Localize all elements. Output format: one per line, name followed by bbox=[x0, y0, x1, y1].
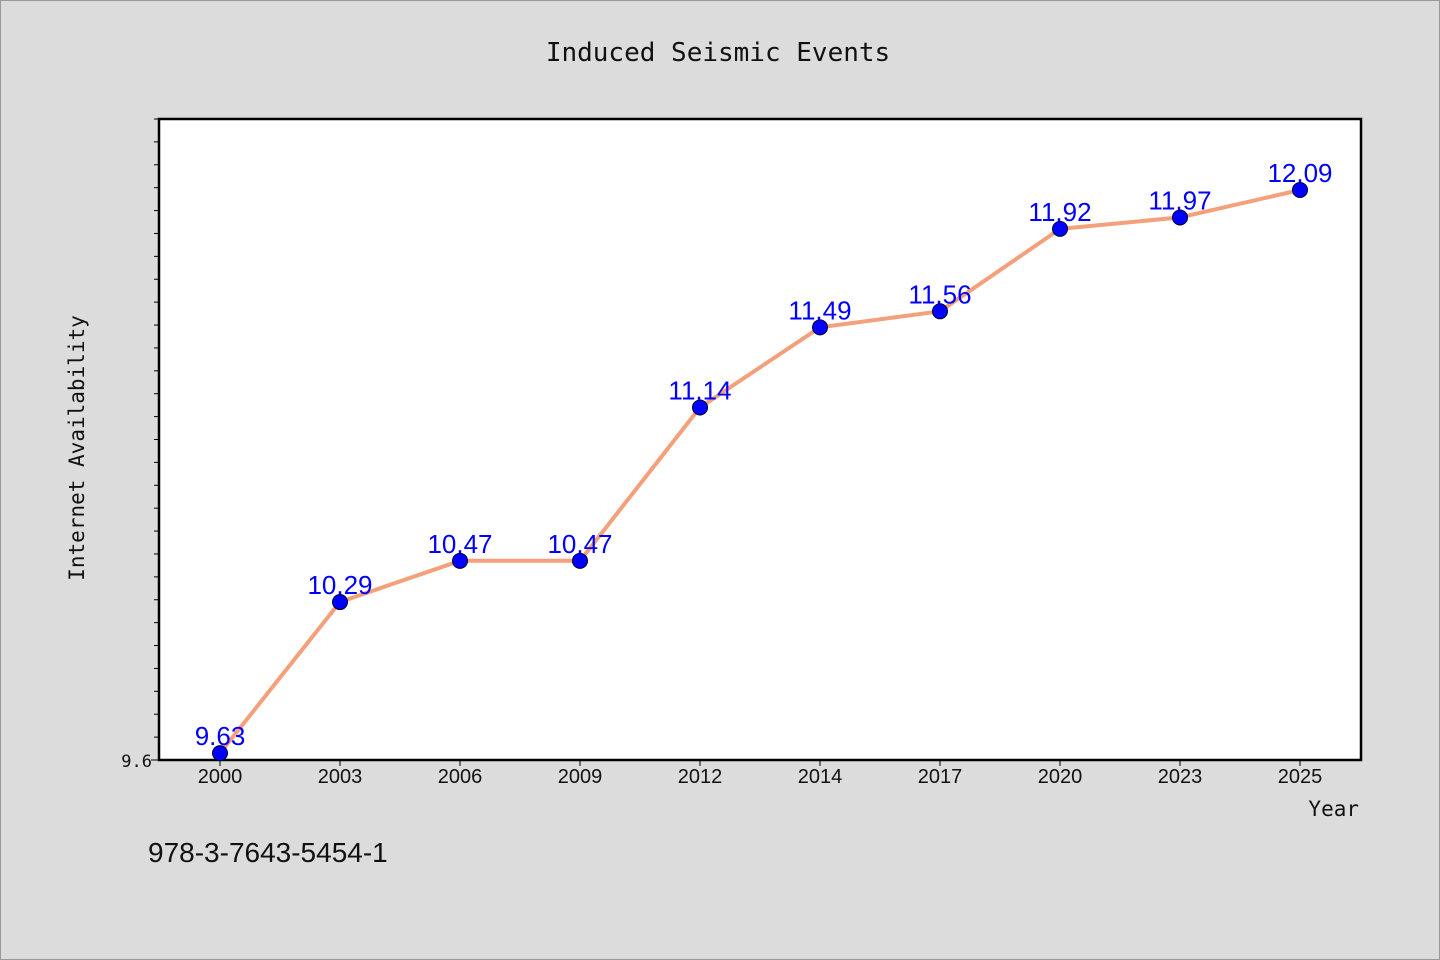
data-labels: 9.63 10.29 10.47 10.47 11.14 11.49 11.56 11.92 1… bbox=[195, 158, 1333, 751]
data-label: 12.09 bbox=[1267, 158, 1332, 188]
data-point bbox=[572, 552, 588, 569]
y-axis-label: Internet Availability bbox=[65, 315, 89, 581]
x-tick-label: 2009 bbox=[558, 766, 603, 788]
data-label: 11.92 bbox=[1028, 197, 1091, 227]
x-tick-label: 2003 bbox=[318, 766, 363, 788]
data-label: 9.63 bbox=[195, 721, 246, 751]
x-tick-label: 2000 bbox=[198, 766, 243, 788]
data-point bbox=[212, 745, 228, 762]
series-line bbox=[218, 188, 1301, 755]
data-label: 11.14 bbox=[668, 375, 731, 405]
data-point bbox=[932, 303, 948, 320]
data-point bbox=[332, 594, 348, 611]
x-tick-label: 2023 bbox=[1158, 766, 1203, 788]
x-axis-tick-labels: 2000 2003 2006 2009 2012 2014 2017 2020 2023 2025 bbox=[198, 766, 1323, 788]
x-tick-label: 2017 bbox=[918, 766, 963, 788]
data-label: 11.49 bbox=[788, 295, 851, 325]
chart-title: Induced Seismic Events bbox=[546, 38, 890, 68]
data-point bbox=[1292, 181, 1308, 198]
data-label: 10.47 bbox=[427, 529, 492, 559]
isbn-text: 978-3-7643-5454-1 bbox=[148, 837, 388, 868]
x-axis-label: Year bbox=[1308, 797, 1359, 821]
data-point bbox=[692, 399, 708, 416]
data-point bbox=[812, 319, 828, 336]
data-label: 10.47 bbox=[547, 529, 612, 559]
x-tick-label: 2012 bbox=[678, 766, 723, 788]
data-point bbox=[1172, 209, 1188, 226]
series-markers bbox=[212, 181, 1308, 762]
y-tick-label: 9.6 bbox=[121, 752, 152, 772]
data-point bbox=[452, 552, 468, 569]
x-tick-label: 2025 bbox=[1278, 766, 1323, 788]
data-label: 10.29 bbox=[307, 570, 372, 600]
x-tick-label: 2020 bbox=[1038, 766, 1083, 788]
plot-area bbox=[157, 117, 1363, 762]
data-label: 11.97 bbox=[1148, 185, 1211, 215]
data-label: 11.56 bbox=[908, 279, 971, 309]
x-tick-label: 2014 bbox=[798, 766, 843, 788]
x-tick-label: 2006 bbox=[438, 766, 483, 788]
data-point bbox=[1052, 220, 1068, 237]
y-minor-ticks bbox=[151, 118, 159, 761]
